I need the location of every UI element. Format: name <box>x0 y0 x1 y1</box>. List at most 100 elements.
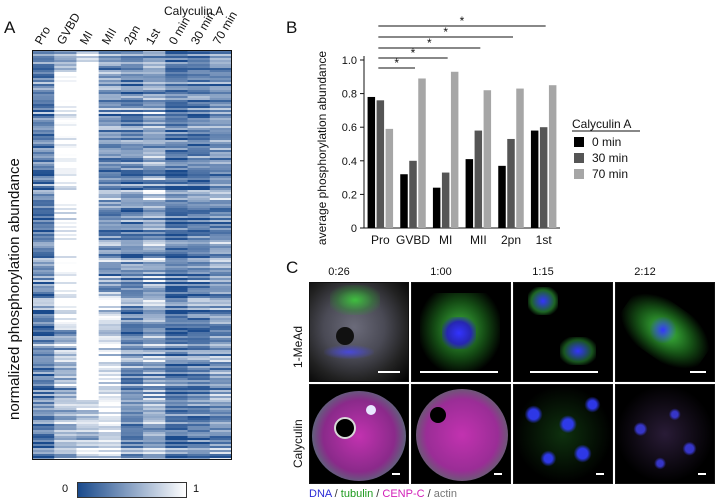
heatmap-cell <box>143 202 166 205</box>
heatmap-cell <box>76 88 99 91</box>
heatmap-cell <box>32 298 55 301</box>
heatmap-cell <box>143 414 166 417</box>
heatmap-cell <box>187 100 211 103</box>
heatmap-cell <box>98 246 122 249</box>
heatmap-cell <box>143 386 166 389</box>
heatmap-cell <box>76 230 99 233</box>
heatmap-cell <box>54 124 77 127</box>
heatmap-cell <box>209 100 232 103</box>
heatmap-cell <box>32 366 55 369</box>
heatmap-cell <box>32 386 55 389</box>
heatmap-cell <box>32 238 55 241</box>
heatmap-cell <box>120 168 144 171</box>
heatmap-cell <box>98 262 122 265</box>
heatmap-cell <box>54 300 77 303</box>
heatmap-cell <box>76 404 99 407</box>
heatmap-cell <box>54 74 77 77</box>
heatmap-cell <box>76 338 99 341</box>
heatmap-cell <box>187 198 211 201</box>
heatmap-cell <box>76 290 99 293</box>
heatmap-cell <box>120 272 144 275</box>
heatmap-cell <box>165 262 188 265</box>
heatmap-cell <box>165 444 188 447</box>
heatmap-cell <box>165 396 188 399</box>
heatmap-cell <box>209 164 232 167</box>
heatmap-cell <box>98 56 122 59</box>
heatmap-cell <box>143 242 166 245</box>
heatmap-cell <box>98 214 122 217</box>
heatmap-cell <box>54 52 77 55</box>
heatmap-cell <box>143 390 166 393</box>
bar-30-min-GVBD <box>409 160 417 228</box>
heatmap-cell <box>165 302 188 305</box>
heatmap-cell <box>54 100 77 103</box>
heatmap-cell <box>187 266 211 269</box>
heatmap-cell <box>187 320 211 323</box>
heatmap-cell <box>187 202 211 205</box>
heatmap-cell <box>209 186 232 189</box>
heatmap-cell <box>98 304 122 307</box>
heatmap-cell <box>54 160 77 163</box>
heatmap-cell <box>76 430 99 433</box>
heatmap-cell <box>120 158 144 161</box>
heatmap-cell <box>54 454 77 457</box>
heatmap-cell <box>76 90 99 93</box>
heatmap-cell <box>187 428 211 431</box>
heatmap-cell <box>187 318 211 321</box>
heatmap-cell <box>76 80 99 83</box>
heatmap-cell <box>32 362 55 365</box>
heatmap-cell <box>32 190 55 193</box>
heatmap-cell <box>143 174 166 177</box>
heatmap-cell <box>98 292 122 295</box>
heatmap-cell <box>209 54 232 57</box>
heatmap-cell <box>76 268 99 271</box>
heatmap-cell <box>98 266 122 269</box>
heatmap-cell <box>76 308 99 311</box>
heatmap-cell <box>187 164 211 167</box>
heatmap-cell <box>165 224 188 227</box>
heatmap-cell <box>76 190 99 193</box>
heatmap-cell <box>209 346 232 349</box>
heatmap-cell <box>165 196 188 199</box>
heatmap-cell <box>165 256 188 259</box>
heatmap-cell <box>54 318 77 321</box>
heatmap-cell <box>54 412 77 415</box>
heatmap-cell <box>32 144 55 147</box>
heatmap-cell <box>98 124 122 127</box>
heatmap-cell <box>187 104 211 107</box>
heatmap-cell <box>209 114 232 117</box>
heatmap-cell <box>143 284 166 287</box>
heatmap-cell <box>98 296 122 299</box>
heatmap-cell <box>120 338 144 341</box>
heatmap-cell <box>98 396 122 399</box>
heatmap-cell <box>98 338 122 341</box>
bar-70-min-Pro <box>385 128 394 228</box>
heatmap-cell <box>165 226 188 229</box>
heatmap-cell <box>54 184 77 187</box>
heatmap-cell <box>76 188 99 191</box>
heatmap-cell <box>165 438 188 441</box>
heatmap-cell <box>54 234 77 237</box>
heatmap-cell <box>165 188 188 191</box>
heatmap-cell <box>98 334 122 337</box>
heatmap-cell <box>98 310 122 313</box>
heatmap-cell <box>98 328 122 331</box>
heatmap-column-label: MII <box>98 25 120 47</box>
heatmap-cell <box>98 372 122 375</box>
heatmap-cell <box>76 254 99 257</box>
heatmap-cell <box>187 76 211 79</box>
heatmap-cell <box>32 70 55 73</box>
heatmap-cell <box>120 326 144 329</box>
heatmap-cell <box>187 98 211 101</box>
heatmap-cell <box>143 176 166 179</box>
chart-y-tick-label: 1.0 <box>342 55 357 67</box>
heatmap-cell <box>32 370 55 373</box>
heatmap-cell <box>76 130 99 133</box>
heatmap-cell <box>187 110 211 113</box>
heatmap-cell <box>54 288 77 291</box>
heatmap-cell <box>187 234 211 237</box>
heatmap-cell <box>120 154 144 157</box>
heatmap-cell <box>187 434 211 437</box>
heatmap-cell <box>76 124 99 127</box>
heatmap-cell <box>32 434 55 437</box>
